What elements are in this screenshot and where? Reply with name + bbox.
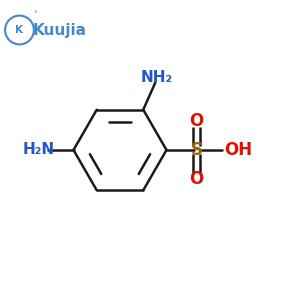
Text: K: K: [16, 25, 23, 35]
Text: °: °: [33, 11, 37, 17]
Text: NH₂: NH₂: [141, 70, 173, 85]
Text: O: O: [189, 112, 204, 130]
Text: OH: OH: [224, 141, 253, 159]
Text: Kuujia: Kuujia: [32, 22, 86, 38]
Text: S: S: [190, 141, 202, 159]
Text: H₂N: H₂N: [23, 142, 55, 158]
Text: O: O: [189, 170, 204, 188]
